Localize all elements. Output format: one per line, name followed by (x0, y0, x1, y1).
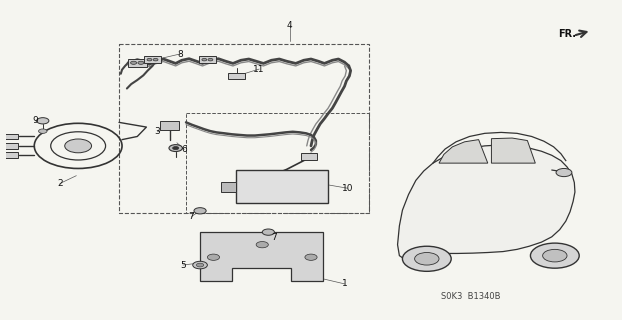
Circle shape (39, 129, 47, 133)
Circle shape (138, 61, 144, 64)
Circle shape (197, 263, 204, 267)
Circle shape (207, 254, 220, 260)
Text: 3: 3 (154, 127, 160, 136)
Text: 8: 8 (177, 50, 183, 59)
Circle shape (415, 252, 439, 265)
Text: 9: 9 (32, 116, 39, 125)
Circle shape (208, 58, 213, 61)
Text: FR.: FR. (558, 28, 576, 39)
Text: 5: 5 (180, 260, 186, 269)
FancyBboxPatch shape (236, 170, 328, 203)
Circle shape (194, 208, 206, 214)
FancyBboxPatch shape (160, 121, 179, 130)
Circle shape (402, 246, 451, 271)
FancyBboxPatch shape (4, 152, 18, 158)
Text: 7: 7 (272, 233, 277, 242)
FancyBboxPatch shape (4, 134, 18, 139)
Text: 4: 4 (287, 21, 292, 30)
FancyBboxPatch shape (221, 182, 236, 192)
Circle shape (305, 254, 317, 260)
Circle shape (202, 58, 207, 61)
Text: S0K3  B1340B: S0K3 B1340B (441, 292, 501, 301)
Text: 11: 11 (253, 65, 265, 74)
Circle shape (153, 58, 158, 61)
FancyBboxPatch shape (228, 73, 245, 79)
Circle shape (147, 58, 152, 61)
FancyBboxPatch shape (128, 59, 147, 67)
Text: 2: 2 (57, 179, 63, 188)
Circle shape (542, 249, 567, 262)
Circle shape (256, 242, 268, 248)
Circle shape (131, 61, 137, 64)
FancyBboxPatch shape (4, 143, 18, 149)
Text: 7: 7 (188, 212, 195, 221)
Text: 10: 10 (342, 184, 353, 193)
Circle shape (262, 229, 274, 235)
Polygon shape (397, 145, 575, 262)
FancyBboxPatch shape (199, 56, 216, 63)
Polygon shape (200, 232, 323, 281)
FancyBboxPatch shape (144, 56, 160, 63)
Circle shape (37, 118, 49, 124)
Circle shape (173, 147, 179, 150)
Polygon shape (439, 140, 488, 163)
Text: 6: 6 (182, 145, 187, 154)
Text: 1: 1 (341, 279, 348, 288)
Circle shape (193, 261, 207, 269)
Circle shape (556, 168, 572, 177)
Circle shape (169, 145, 182, 152)
Polygon shape (491, 138, 536, 163)
Circle shape (531, 243, 579, 268)
FancyBboxPatch shape (301, 153, 317, 160)
Circle shape (65, 139, 91, 153)
